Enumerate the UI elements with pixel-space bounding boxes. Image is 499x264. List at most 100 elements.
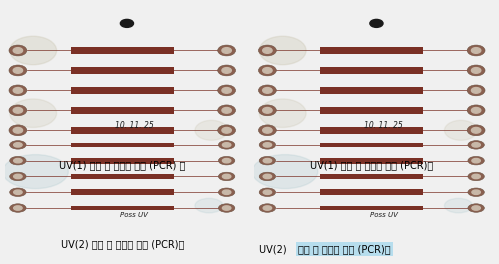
Circle shape	[219, 156, 235, 165]
Circle shape	[9, 36, 56, 65]
Text: UV(2): UV(2)	[259, 244, 290, 254]
Text: 10. 11. 25: 10. 11. 25	[364, 121, 403, 130]
Circle shape	[472, 190, 481, 194]
Circle shape	[262, 88, 272, 93]
Circle shape	[9, 65, 27, 76]
Text: UV(2) 접합 및 유전자 증폭 (PCR)전: UV(2) 접합 및 유전자 증폭 (PCR)전	[60, 239, 184, 249]
Circle shape	[9, 172, 26, 181]
Bar	[71, 107, 174, 114]
Circle shape	[219, 204, 235, 212]
Circle shape	[258, 65, 276, 76]
Circle shape	[13, 107, 22, 113]
Circle shape	[13, 88, 22, 93]
Bar	[320, 143, 423, 147]
Bar	[320, 206, 423, 210]
Circle shape	[468, 204, 485, 212]
Circle shape	[259, 156, 275, 165]
Circle shape	[445, 120, 477, 140]
Bar	[71, 47, 174, 54]
Circle shape	[218, 105, 236, 116]
Circle shape	[262, 128, 272, 133]
Bar	[320, 158, 423, 164]
Circle shape	[263, 158, 271, 163]
Circle shape	[258, 85, 276, 96]
Circle shape	[9, 188, 26, 196]
Circle shape	[472, 158, 481, 163]
Circle shape	[472, 206, 481, 210]
Circle shape	[472, 143, 481, 147]
Bar	[71, 173, 174, 179]
Bar	[71, 127, 174, 134]
Circle shape	[259, 172, 275, 181]
Bar	[320, 107, 423, 114]
Bar	[320, 173, 423, 179]
Circle shape	[263, 174, 271, 179]
Circle shape	[467, 105, 485, 116]
Circle shape	[468, 156, 485, 165]
Circle shape	[263, 143, 271, 147]
Circle shape	[472, 68, 481, 73]
Bar	[320, 189, 423, 195]
Circle shape	[218, 85, 236, 96]
Circle shape	[222, 68, 232, 73]
Circle shape	[258, 45, 276, 56]
Bar	[71, 87, 174, 94]
Circle shape	[9, 156, 26, 165]
Circle shape	[472, 107, 481, 113]
Circle shape	[468, 172, 485, 181]
Circle shape	[263, 206, 271, 210]
Circle shape	[467, 125, 485, 136]
Circle shape	[195, 120, 228, 140]
Text: Poss UV: Poss UV	[370, 212, 397, 218]
Circle shape	[13, 174, 22, 179]
Circle shape	[259, 36, 306, 65]
Bar	[71, 143, 174, 147]
Circle shape	[219, 188, 235, 196]
Bar	[71, 158, 174, 164]
Circle shape	[223, 206, 231, 210]
Circle shape	[445, 198, 473, 213]
Bar	[320, 87, 423, 94]
Circle shape	[2, 155, 68, 188]
Circle shape	[467, 65, 485, 76]
Circle shape	[468, 141, 485, 149]
Circle shape	[467, 45, 485, 56]
Circle shape	[259, 204, 275, 212]
Circle shape	[9, 204, 26, 212]
Circle shape	[222, 107, 232, 113]
Text: 10. 11. 25: 10. 11. 25	[115, 121, 153, 130]
Circle shape	[222, 128, 232, 133]
Circle shape	[9, 105, 27, 116]
Circle shape	[472, 48, 481, 53]
Circle shape	[468, 188, 485, 196]
Circle shape	[223, 174, 231, 179]
Circle shape	[218, 125, 236, 136]
Circle shape	[9, 45, 27, 56]
Circle shape	[13, 190, 22, 194]
Circle shape	[13, 143, 22, 147]
Circle shape	[258, 125, 276, 136]
Bar	[320, 127, 423, 134]
Text: UV(1) 접합 및 유전자 증폭 (PCR)후: UV(1) 접합 및 유전자 증폭 (PCR)후	[310, 160, 433, 170]
Circle shape	[195, 198, 223, 213]
Circle shape	[9, 141, 26, 149]
Bar	[320, 47, 423, 54]
Circle shape	[13, 48, 22, 53]
Circle shape	[263, 190, 271, 194]
Circle shape	[9, 85, 27, 96]
Circle shape	[13, 206, 22, 210]
Circle shape	[222, 48, 232, 53]
Circle shape	[218, 45, 236, 56]
Circle shape	[9, 125, 27, 136]
Circle shape	[222, 88, 232, 93]
Circle shape	[223, 143, 231, 147]
Circle shape	[262, 68, 272, 73]
Circle shape	[13, 68, 22, 73]
Circle shape	[13, 158, 22, 163]
Circle shape	[472, 128, 481, 133]
Text: Poss UV: Poss UV	[120, 212, 148, 218]
Circle shape	[219, 141, 235, 149]
Circle shape	[259, 141, 275, 149]
Circle shape	[370, 19, 383, 27]
Bar	[320, 67, 423, 74]
